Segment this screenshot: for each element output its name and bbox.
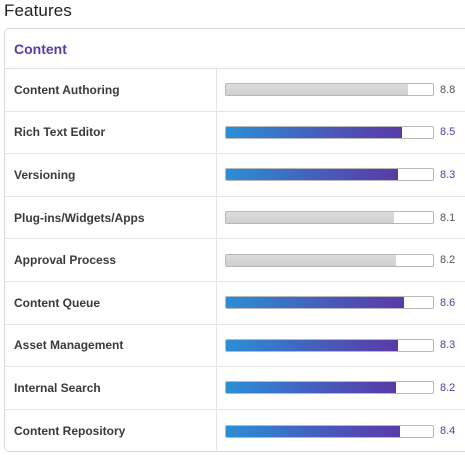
feature-label: Asset Management	[5, 324, 217, 367]
score-cell: 8.2	[217, 381, 460, 395]
score-bar-fill	[226, 126, 402, 138]
score-value: 8.3	[440, 339, 456, 352]
feature-row: Content Repository 8.4	[5, 409, 465, 453]
score-value: 8.8	[440, 83, 456, 96]
feature-row: Asset Management 8.3	[5, 324, 465, 368]
score-bar	[225, 424, 434, 438]
feature-row: Internal Search 8.2	[5, 367, 465, 410]
feature-label: Content Authoring	[5, 69, 217, 111]
feature-row: Rich Text Editor 8.5	[5, 111, 465, 155]
score-bar	[225, 168, 434, 182]
content-section-card: Content Content Authoring 8.8 Rich Text Ed…	[4, 28, 465, 453]
score-bar-fill	[226, 425, 400, 437]
score-bar-fill	[226, 339, 398, 351]
score-value: 8.2	[440, 381, 456, 394]
score-value: 8.2	[440, 254, 456, 267]
feature-label: Rich Text Editor	[5, 111, 217, 154]
score-bar	[225, 296, 434, 310]
score-value: 8.5	[440, 126, 456, 139]
feature-row: Content Authoring 8.8	[5, 69, 465, 112]
page-title: Features	[4, 1, 72, 20]
section-header: Content	[5, 29, 465, 69]
section-title: Content	[14, 40, 67, 57]
feature-row: Approval Process 8.2	[5, 239, 465, 282]
score-cell: 8.3	[217, 168, 460, 182]
score-value: 8.1	[440, 211, 456, 224]
feature-list: Content Authoring 8.8 Rich Text Editor 8.5 V…	[5, 69, 465, 453]
feature-label: Plug-ins/Widgets/Apps	[5, 196, 217, 239]
score-bar	[225, 211, 434, 225]
feature-row: Versioning 8.3	[5, 154, 465, 197]
score-value: 8.3	[440, 168, 456, 181]
feature-row: Plug-ins/Widgets/Apps 8.1	[5, 196, 465, 240]
score-cell: 8.4	[217, 424, 460, 438]
feature-label: Internal Search	[5, 367, 217, 409]
feature-label: Content Repository	[5, 409, 217, 453]
score-cell: 8.5	[217, 125, 460, 139]
score-bar-fill	[226, 297, 405, 309]
score-bar-fill	[226, 169, 398, 181]
score-bar	[225, 83, 434, 97]
score-bar-fill	[226, 84, 409, 96]
score-cell: 8.2	[217, 253, 460, 267]
score-cell: 8.6	[217, 296, 460, 310]
score-bar	[225, 253, 434, 267]
score-value: 8.4	[440, 425, 456, 438]
score-cell: 8.8	[217, 83, 460, 97]
score-value: 8.6	[440, 296, 456, 309]
score-bar	[225, 338, 434, 352]
score-bar	[225, 125, 434, 139]
feature-label: Versioning	[5, 154, 217, 196]
score-bar-fill	[226, 382, 396, 394]
feature-label: Approval Process	[5, 239, 217, 281]
score-cell: 8.1	[217, 211, 460, 225]
score-bar	[225, 381, 434, 395]
score-bar-fill	[226, 212, 394, 224]
score-cell: 8.3	[217, 338, 460, 352]
score-bar-fill	[226, 254, 396, 266]
feature-row: Content Queue 8.6	[5, 281, 465, 325]
feature-label: Content Queue	[5, 281, 217, 324]
